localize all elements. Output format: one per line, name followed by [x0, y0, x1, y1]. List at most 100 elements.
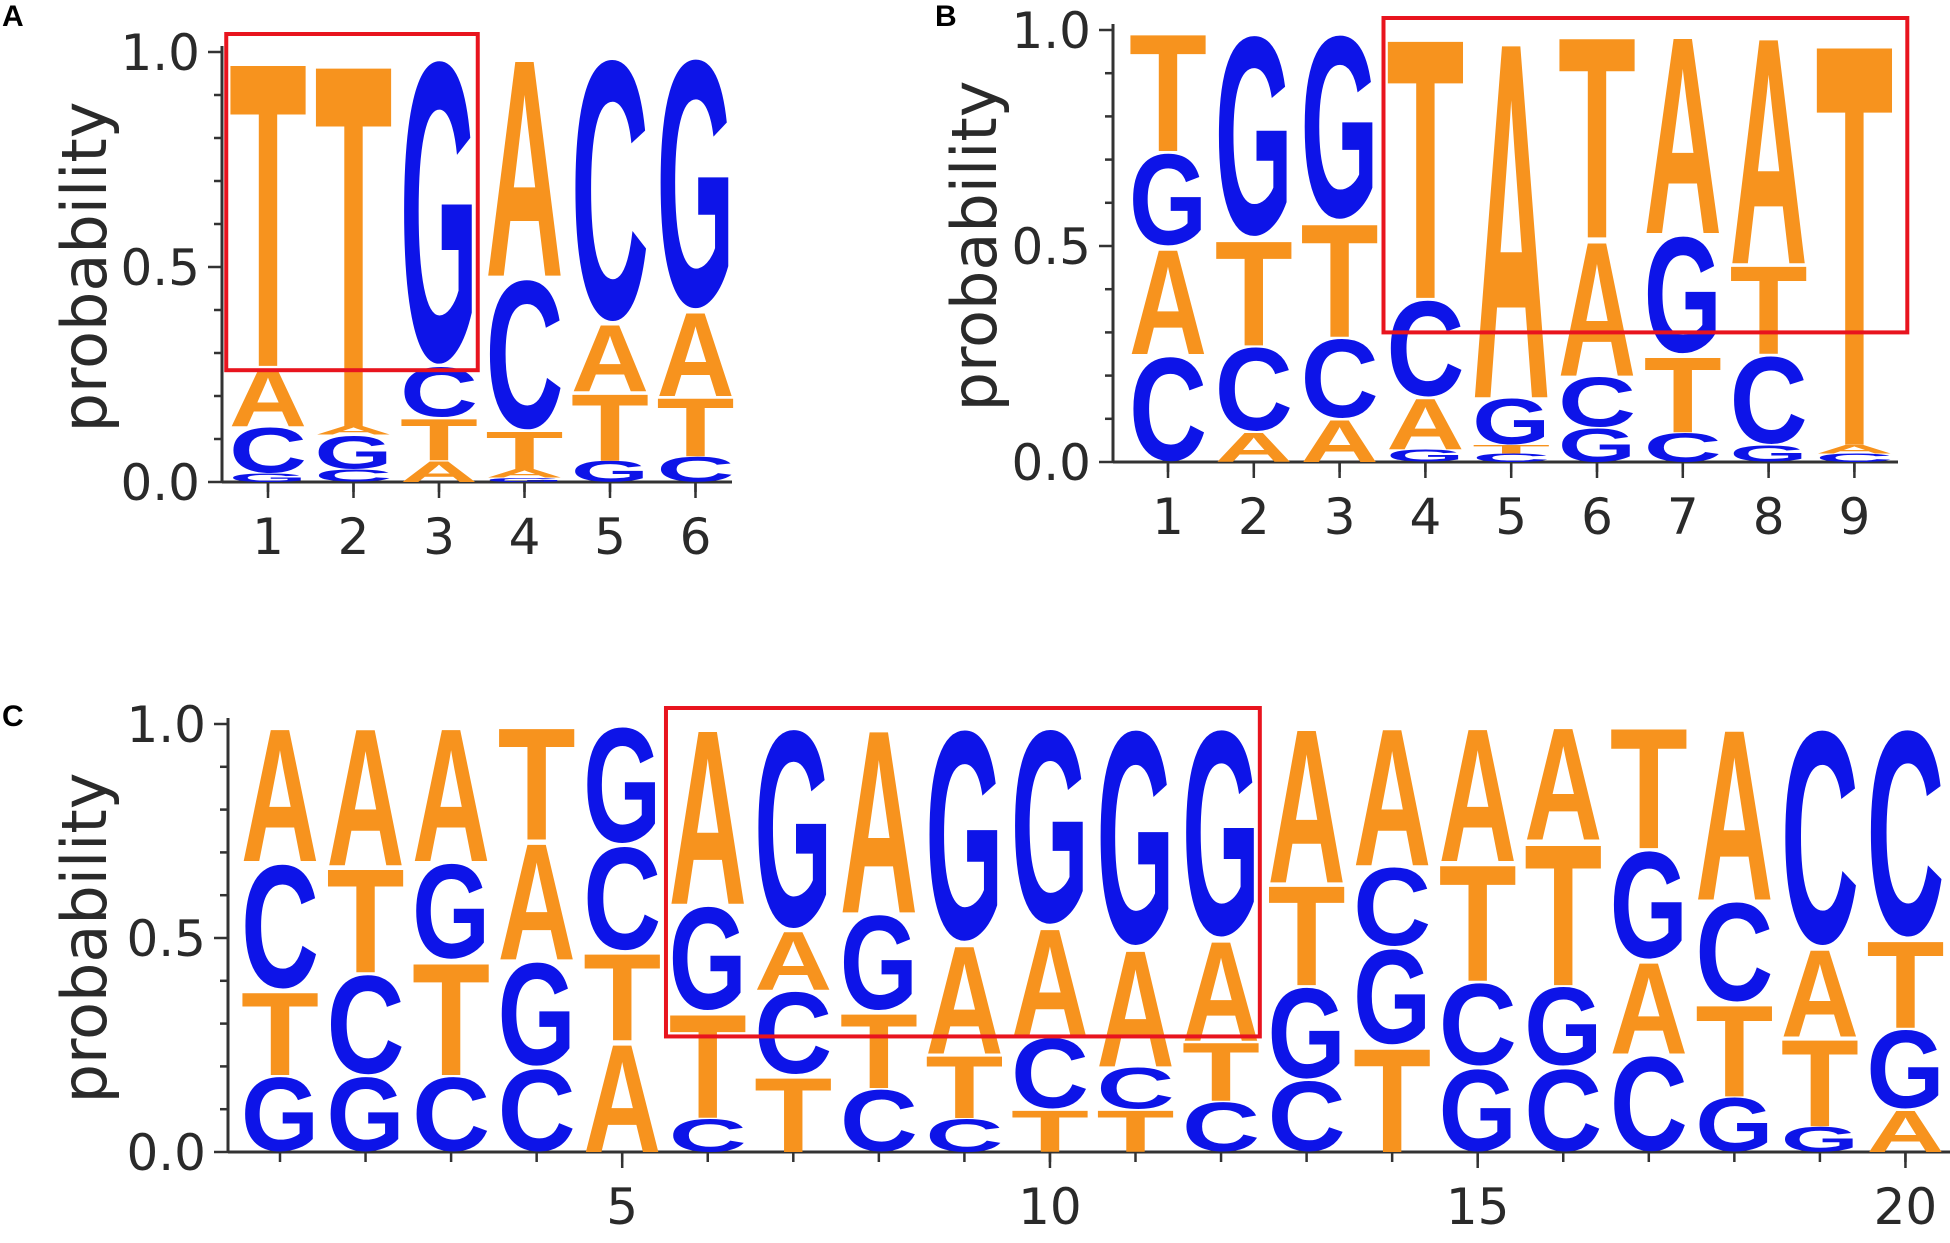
logo-letter-G: G — [498, 934, 576, 1096]
logo-letter-A: A — [840, 677, 918, 968]
logo-letter-A: A — [327, 688, 405, 907]
logo-letter-C: C — [1558, 363, 1636, 442]
x-tick-label: 3 — [423, 508, 455, 566]
logo-letter-A: A — [1695, 678, 1773, 951]
x-tick-label: 3 — [1324, 488, 1356, 546]
y-tick-label: 0.0 — [126, 1124, 206, 1182]
logo-letter-T: T — [840, 991, 918, 1111]
logo-letter-A: A — [1472, 0, 1550, 506]
logo-letter-T: T — [1301, 190, 1379, 371]
logo-letter-T: T — [327, 839, 405, 1004]
highlight-box — [663, 706, 1262, 1039]
logo-letter-C: C — [1524, 1044, 1602, 1175]
logo-letter-A: A — [1730, 0, 1808, 333]
x-tick-label: 5 — [606, 1178, 638, 1236]
logo-letter-T: T — [1386, 0, 1464, 377]
x-tick-label: 7 — [1667, 488, 1699, 546]
y-axis-title: probability — [48, 773, 121, 1104]
logo-letter-C: C — [1129, 328, 1207, 492]
logo-letter-T: T — [1866, 915, 1944, 1054]
logo-letter-A: A — [229, 352, 307, 445]
logo-letter-T: T — [925, 1038, 1003, 1138]
logo-letter-T: T — [1558, 0, 1636, 299]
logo-letter-C: C — [498, 1044, 576, 1175]
logo-letter-A: A — [1815, 443, 1893, 456]
logo-letter-G: G — [1524, 965, 1602, 1089]
logo-letter-C: C — [1439, 959, 1517, 1090]
x-tick-label: 6 — [1581, 488, 1613, 546]
x-tick-label: 2 — [338, 508, 370, 566]
logo-column-9: CAT — [1815, 0, 1893, 568]
y-tick-label: 0.5 — [126, 910, 206, 968]
logo-letter-C: C — [486, 237, 564, 472]
logo-letter-A: A — [1524, 694, 1602, 874]
logo-letter-A: A — [1866, 1099, 1944, 1165]
x-tick-label: 1 — [1152, 488, 1184, 546]
logo-letter-G: G — [925, 669, 1003, 1001]
logo-letter-T: T — [571, 374, 649, 481]
logo-letter-G: G — [1644, 203, 1722, 387]
logo-letter-G: G — [1439, 1046, 1517, 1176]
logo-letter-C: C — [412, 1056, 490, 1173]
logo-letter-T: T — [1182, 1025, 1260, 1118]
logo-letter-C: C — [754, 967, 832, 1098]
logo-letter-G: G — [583, 693, 661, 876]
logo-letter-C: C — [1268, 1061, 1346, 1172]
logo-letter-A: A — [1097, 916, 1175, 1102]
logo-letter-C: C — [229, 415, 307, 487]
logo-letter-T: T — [1610, 694, 1688, 886]
logo-letter-T: T — [1268, 855, 1346, 1015]
x-tick-label: 5 — [594, 508, 626, 566]
logo-letter-T: T — [1524, 802, 1602, 1028]
logo-letter-G: G — [1301, 0, 1379, 272]
logo-letter-G: G — [229, 471, 307, 484]
logo-letter-T: T — [241, 968, 319, 1101]
logo-letter-A: A — [1610, 936, 1688, 1082]
panel-label: C — [2, 700, 24, 733]
logo-letter-A: A — [1439, 689, 1517, 902]
logo-letter-A: A — [1644, 0, 1722, 294]
logo-letter-T: T — [1097, 1099, 1175, 1165]
logo-letter-T: T — [1011, 1099, 1089, 1165]
logo-letter-A: A — [1386, 385, 1464, 465]
logo-letter-C: C — [1097, 1056, 1175, 1121]
y-tick-label: 1.0 — [1011, 2, 1091, 60]
logo-letter-C: C — [1472, 451, 1550, 464]
logo-letter-T: T — [1730, 240, 1808, 381]
logo-letter-G: G — [327, 1055, 405, 1173]
logo-letter-A: A — [1215, 425, 1293, 472]
logo-letter-G: G — [1353, 923, 1431, 1072]
logo-letter-G: G — [315, 426, 393, 479]
logo-letter-A: A — [1268, 683, 1346, 929]
x-tick-label: 10 — [1018, 1178, 1082, 1236]
logo-letter-T: T — [1472, 443, 1550, 456]
logo-letter-A: A — [925, 914, 1003, 1087]
logo-letter-A: A — [486, 467, 564, 480]
logo-letter-A: A — [1011, 897, 1089, 1070]
logo-letter-T: T — [229, 0, 307, 460]
logo-letter-C: C — [571, 0, 649, 396]
logo-letter-A: A — [486, 0, 564, 342]
y-axis-title: probability — [48, 102, 121, 433]
logo-letter-G: G — [1472, 386, 1550, 458]
logo-letter-A: A — [241, 689, 319, 902]
logo-letter-C: C — [840, 1072, 918, 1170]
